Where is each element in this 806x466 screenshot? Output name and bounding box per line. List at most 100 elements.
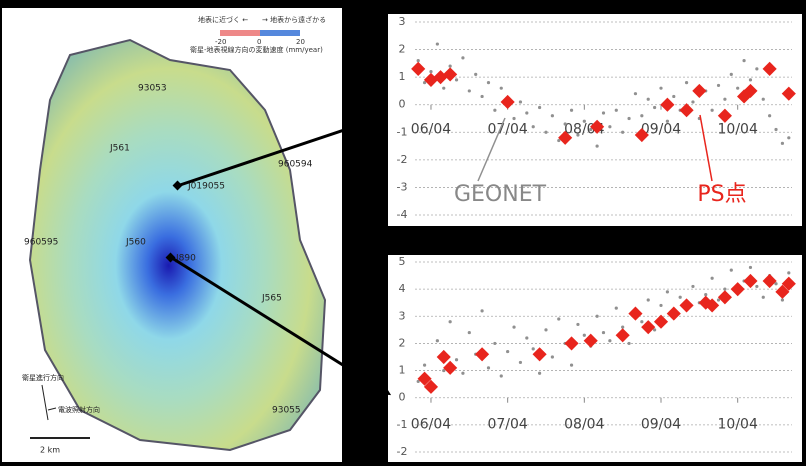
geonet-point [717, 84, 720, 87]
station-label: 93055 [272, 406, 301, 416]
geonet-point [538, 106, 541, 109]
y-tick-label: -1 [397, 418, 408, 431]
y-tick-label: 0 [399, 98, 406, 111]
geonet-point [468, 89, 471, 92]
y-tick-label: -4 [397, 208, 408, 221]
geonet-point [602, 111, 605, 114]
geonet-point [564, 122, 567, 125]
slide: 地表に近づく ← → 地表から遠ざかる -20 0 20 衛星-地表視線方向の変… [0, 0, 806, 462]
geonet-point [551, 355, 554, 358]
geonet-point [640, 320, 643, 323]
geonet-point [608, 125, 611, 128]
y-tick-label: 4 [399, 282, 406, 295]
geonet-point [762, 296, 765, 299]
station-label: J560 [125, 238, 146, 248]
geonet-point [461, 372, 464, 375]
annotation: PS点 [697, 182, 746, 207]
legend-text: → 地表から遠ざかる [262, 15, 326, 24]
x-tick-label: 06/04 [411, 122, 451, 138]
station-label: J561 [109, 144, 130, 154]
geonet-point [576, 323, 579, 326]
geonet-point [417, 59, 420, 62]
x-tick-label: 09/04 [641, 417, 681, 433]
scale-label: 0 [257, 38, 261, 46]
geonet-point [423, 364, 426, 367]
geonet-point [583, 120, 586, 123]
geonet-point [436, 339, 439, 342]
geonet-point [602, 331, 605, 334]
geonet-point [525, 336, 528, 339]
geonet-point [749, 266, 752, 269]
geonet-point [557, 317, 560, 320]
station-label: 960594 [278, 160, 313, 170]
geonet-point [666, 290, 669, 293]
y-tick-label: 2 [399, 336, 406, 349]
geonet-point [525, 111, 528, 114]
geonet-point [544, 328, 547, 331]
geonet-point [762, 98, 765, 101]
color-scale [260, 30, 300, 36]
geonet-point [653, 106, 656, 109]
geonet-point [570, 109, 573, 112]
geonet-point [500, 374, 503, 377]
geonet-point [730, 269, 733, 272]
geonet-point [455, 78, 458, 81]
geonet-point [493, 342, 496, 345]
x-tick-label: 10/04 [718, 122, 758, 138]
y-tick-label: -1 [397, 125, 408, 138]
geonet-point [551, 114, 554, 117]
station-label: 960595 [24, 238, 58, 248]
station-label: 93053 [138, 84, 167, 94]
geonet-point [627, 117, 630, 120]
geonet-point [512, 326, 515, 329]
geonet-point [691, 285, 694, 288]
geonet-point [679, 296, 682, 299]
compass-label: 電波照射方向 [58, 405, 100, 414]
y-tick-label: 1 [399, 70, 406, 83]
geonet-point [512, 117, 515, 120]
y-tick-label: -2 [397, 445, 408, 458]
station-label: J565 [261, 294, 282, 304]
geonet-point [596, 144, 599, 147]
annotation: GEONET [454, 182, 547, 207]
geonet-point [487, 81, 490, 84]
geonet-point [436, 42, 439, 45]
legend-caption: 衛星-地表視線方向の変動速度 (mm/year) [190, 45, 323, 54]
scale-label: -20 [215, 38, 226, 46]
x-tick-label: 10/04 [718, 417, 758, 433]
geonet-point [544, 131, 547, 134]
geonet-point [519, 361, 522, 364]
geonet-point [666, 120, 669, 123]
geonet-point [781, 142, 784, 145]
geonet-point [647, 98, 650, 101]
geonet-point [615, 109, 618, 112]
geonet-point [659, 304, 662, 307]
y-tick-label: -2 [397, 153, 408, 166]
compass-label: 衛星進行方向 [22, 373, 64, 382]
scale-label: 20 [296, 38, 305, 46]
geonet-point [583, 334, 586, 337]
geonet-point [487, 366, 490, 369]
geonet-point [429, 70, 432, 73]
geonet-point [755, 67, 758, 70]
scale-bar-label: 2 km [40, 446, 60, 455]
geonet-point [615, 307, 618, 310]
geonet-point [506, 350, 509, 353]
geonet-point [532, 125, 535, 128]
geonet-point [500, 87, 503, 90]
geonet-point [621, 131, 624, 134]
geonet-point [538, 372, 541, 375]
legend-text: 地表に近づく ← [198, 15, 248, 24]
geonet-point [442, 87, 445, 90]
x-tick-label: 07/04 [487, 122, 527, 138]
geonet-point [474, 73, 477, 76]
geonet-point [627, 342, 630, 345]
geonet-point [787, 271, 790, 274]
geonet-point [468, 331, 471, 334]
y-tick-label: 3 [399, 15, 406, 28]
geonet-point [596, 315, 599, 318]
geonet-point [730, 73, 733, 76]
geonet-point [608, 339, 611, 342]
geonet-point [723, 98, 726, 101]
geonet-point [711, 109, 714, 112]
